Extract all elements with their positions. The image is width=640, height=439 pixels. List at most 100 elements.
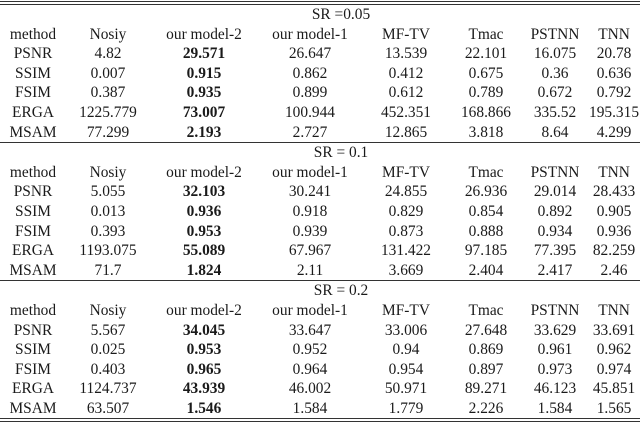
metric-label: ERGA <box>12 380 54 398</box>
metric-value: 100.944 <box>284 103 336 121</box>
column-header: Nosiy <box>89 301 127 319</box>
metric-value: 2.46 <box>600 261 628 279</box>
metric-value: 32.103 <box>182 183 226 201</box>
table-row: ERGA 1124.737 43.939 46.002 50.971 89.271 46.1… <box>0 379 640 399</box>
column-header: Nosiy <box>89 25 127 43</box>
bottom-double-rule <box>0 418 640 423</box>
metric-value: 0.965 <box>186 360 222 378</box>
results-table: SR =0.05 method Nosiy our model-2 our model-… <box>0 5 640 418</box>
metric-value: 195.315 <box>589 103 640 121</box>
metric-value: 0.962 <box>596 341 632 359</box>
column-header-row: method Nosiy our model-2 our model-1 MF-TV Tm… <box>0 25 640 45</box>
metric-value: 0.007 <box>90 64 126 82</box>
metric-value: 33.691 <box>592 321 636 339</box>
metric-value: 0.792 <box>596 84 632 102</box>
metric-value: 131.422 <box>380 242 432 260</box>
table-row: FSIM 0.393 0.953 0.939 0.873 0.888 0.934 0.936 <box>0 222 640 242</box>
metric-label: SSIM <box>15 64 51 82</box>
metric-value: 82.259 <box>592 242 636 260</box>
metric-value: 24.855 <box>384 183 428 201</box>
metric-value: 0.94 <box>392 341 420 359</box>
metric-value: 29.014 <box>533 183 577 201</box>
metric-label: FSIM <box>15 360 51 378</box>
metric-value: 77.395 <box>533 242 577 260</box>
metric-value: 22.101 <box>464 45 508 63</box>
metric-value: 16.075 <box>533 45 577 63</box>
metric-value: 2.226 <box>468 399 504 417</box>
metric-value: 73.007 <box>182 103 226 121</box>
metric-value: 0.974 <box>596 360 632 378</box>
section-divider-row <box>0 280 640 282</box>
metric-value: 0.412 <box>388 64 424 82</box>
metric-value: 4.299 <box>596 123 632 141</box>
metric-value: 29.571 <box>182 45 226 63</box>
sampling-rate-label: SR =0.05 <box>311 6 371 23</box>
metric-value: 46.002 <box>288 380 332 398</box>
metric-value: 71.7 <box>94 261 122 279</box>
column-header: Nosiy <box>89 163 127 181</box>
metric-value: 0.915 <box>186 64 222 82</box>
metric-value: 0.36 <box>541 64 569 82</box>
metric-value: 0.935 <box>186 84 222 102</box>
metric-value: 0.403 <box>90 360 126 378</box>
metric-value: 8.64 <box>541 123 569 141</box>
metric-value: 67.967 <box>288 242 332 260</box>
metric-label: ERGA <box>12 242 54 260</box>
metric-value: 5.567 <box>90 321 126 339</box>
column-header: method <box>9 25 57 43</box>
metric-value: 0.954 <box>388 360 424 378</box>
table-row: FSIM 0.403 0.965 0.964 0.954 0.897 0.973 0.974 <box>0 360 640 380</box>
column-header-row: method Nosiy our model-2 our model-1 MF-TV Tm… <box>0 163 640 183</box>
metric-value: 3.818 <box>468 123 504 141</box>
metric-value: 2.417 <box>537 261 573 279</box>
metric-value: 0.672 <box>537 84 573 102</box>
metric-value: 0.854 <box>468 202 504 220</box>
table-row: SSIM 0.013 0.936 0.918 0.829 0.854 0.892 0.905 <box>0 202 640 222</box>
metric-value: 34.045 <box>182 321 226 339</box>
column-header: Tmac <box>468 163 504 181</box>
metric-value: 45.851 <box>592 380 636 398</box>
metric-value: 0.675 <box>468 64 504 82</box>
table-row: SSIM 0.025 0.953 0.952 0.94 0.869 0.961 0.962 <box>0 340 640 360</box>
metric-value: 0.013 <box>90 202 126 220</box>
section-divider-rule <box>0 142 640 144</box>
metric-value: 0.953 <box>186 341 222 359</box>
metric-value: 28.433 <box>592 183 636 201</box>
metric-value: 0.934 <box>537 222 573 240</box>
metric-value: 0.905 <box>596 202 632 220</box>
column-header: method <box>9 301 57 319</box>
table-row: PSNR 5.055 32.103 30.241 24.855 26.936 29.014 2… <box>0 182 640 202</box>
column-header: MF-TV <box>382 301 430 319</box>
metric-value: 0.897 <box>468 360 504 378</box>
metric-value: 168.866 <box>460 103 512 121</box>
column-header: Tmac <box>468 301 504 319</box>
metric-label: FSIM <box>15 222 51 240</box>
top-double-rule <box>0 1 640 5</box>
metric-value: 1.584 <box>537 399 573 417</box>
metric-value: 33.629 <box>533 321 577 339</box>
metric-value: 0.892 <box>537 202 573 220</box>
section-divider-row <box>0 142 640 144</box>
metric-label: PSNR <box>13 45 53 63</box>
metric-value: 1124.737 <box>79 380 137 398</box>
column-header: our model-2 <box>166 163 242 181</box>
metric-value: 0.918 <box>292 202 328 220</box>
metric-value: 0.387 <box>90 84 126 102</box>
column-header: Tmac <box>468 25 504 43</box>
sampling-rate-header-row: SR = 0.1 <box>0 143 640 163</box>
metric-value: 0.964 <box>292 360 328 378</box>
metric-value: 0.789 <box>468 84 504 102</box>
metric-value: 55.089 <box>182 242 226 260</box>
metric-value: 0.025 <box>90 341 126 359</box>
results-table-container: SR =0.05 method Nosiy our model-2 our model-… <box>0 1 640 423</box>
metric-value: 63.507 <box>86 399 130 417</box>
column-header: TNN <box>598 301 630 319</box>
metric-value: 3.669 <box>388 261 424 279</box>
metric-value: 27.648 <box>464 321 508 339</box>
column-header: PSTNN <box>530 163 580 181</box>
results-table-body: SR =0.05 method Nosiy our model-2 our model-… <box>0 5 640 418</box>
table-row: FSIM 0.387 0.935 0.899 0.612 0.789 0.672 0.792 <box>0 83 640 103</box>
metric-value: 33.647 <box>288 321 332 339</box>
metric-value: 0.612 <box>388 84 424 102</box>
column-header: our model-1 <box>272 163 348 181</box>
